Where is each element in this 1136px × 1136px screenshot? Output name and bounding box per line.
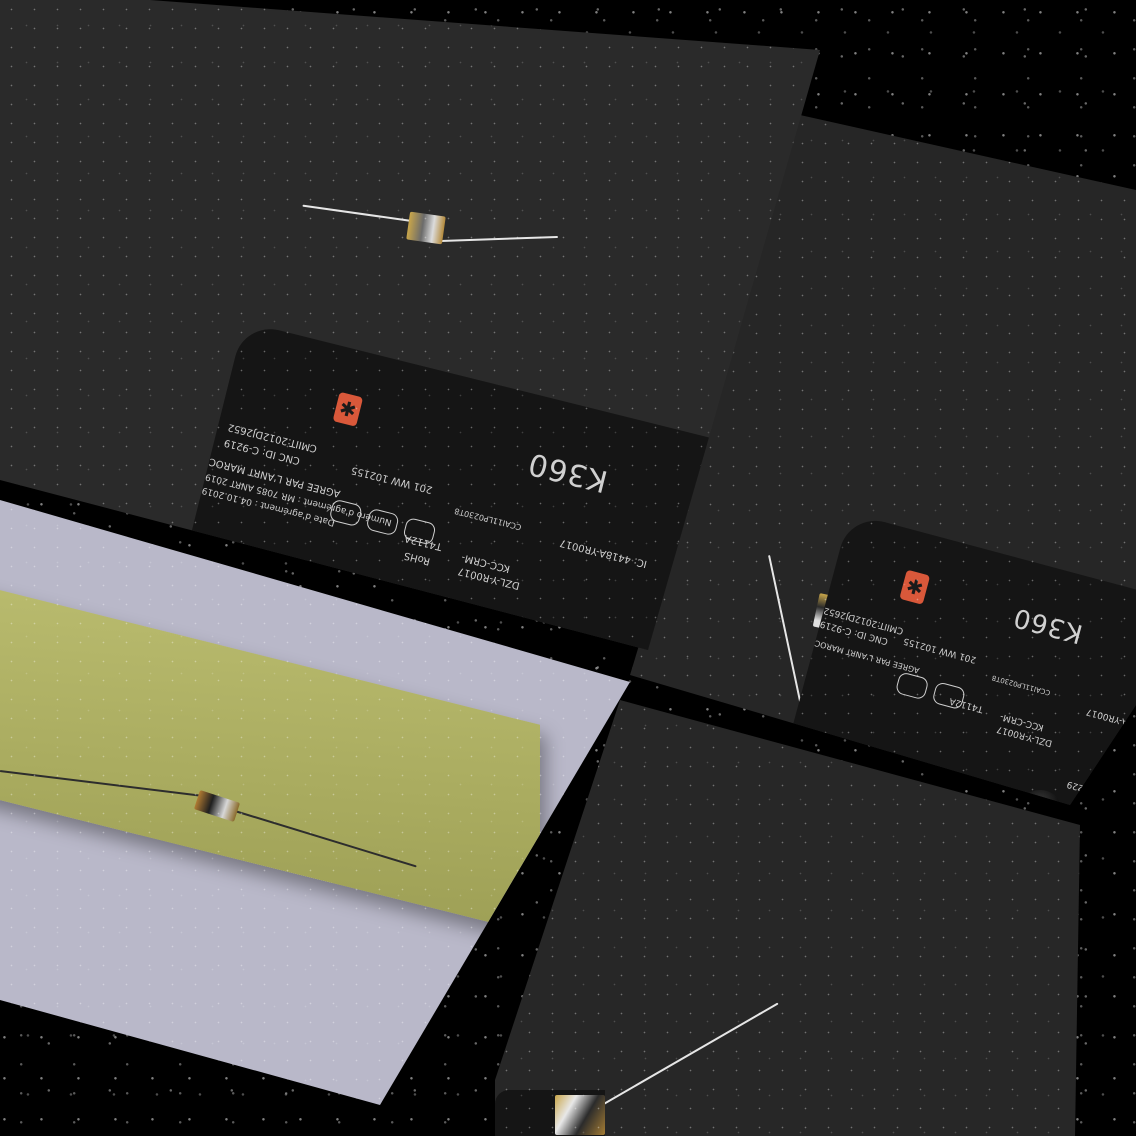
certification-marks [894,671,967,711]
photo-keyboard-back-right: K360 ✱ CMIIT:2012DJ2652 CNC ID: C-9219 A… [630,115,1136,805]
ce-mark-icon [931,681,967,711]
reg-line: 201 WW 102155 [902,635,978,665]
eac-mark-icon [365,507,400,537]
logitech-brand-icon: ✱ [332,391,364,427]
logitech-brand-icon: ✱ [899,569,931,605]
model-number: K360 [1009,601,1086,649]
eac-mark-icon [894,671,930,701]
reg-line: CCAI11LP0230T8 [991,673,1052,697]
rf-module [406,211,446,245]
antenna-wire-left [302,204,422,224]
reg-line: RoHS [403,549,432,567]
antenna-wire-diagonal [768,555,802,703]
rf-module [555,1095,605,1135]
reg-line: IC: 4418A-YR0017 [558,536,649,570]
reg-line: CCAI11LP0230T8 [453,506,523,532]
model-number: K360 [524,445,612,499]
antenna-wire-right [440,235,558,243]
certification-marks [328,498,437,546]
reg-line: 201 WW 102155 [350,464,434,495]
antenna-wire-up [600,1002,779,1107]
